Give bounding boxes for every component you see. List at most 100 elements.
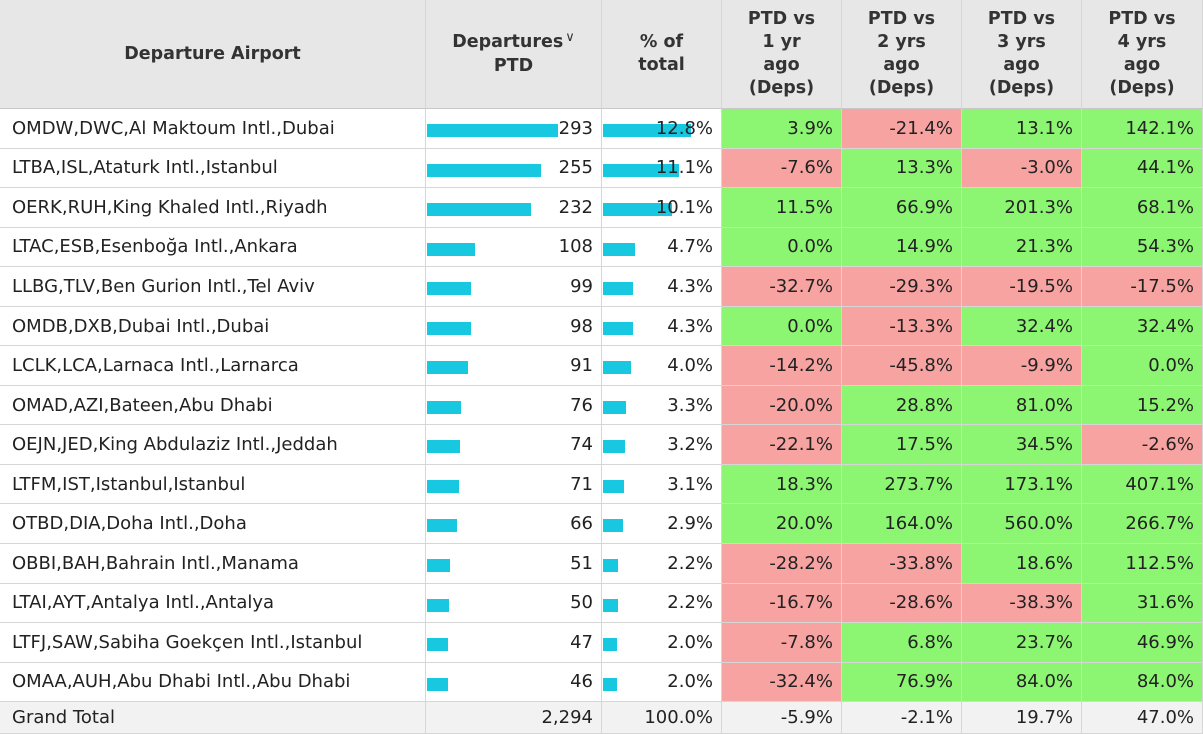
airport-cell[interactable]: LTBA,ISL,Ataturk Intl.,Istanbul (0, 148, 426, 189)
airport-cell[interactable]: OMDB,DXB,Dubai Intl.,Dubai (0, 306, 426, 347)
ptd-vs4-cell[interactable]: 407.1% (1082, 464, 1203, 505)
ptd-vs2-cell[interactable]: 76.9% (842, 662, 962, 703)
ptd-vs1-cell[interactable]: -28.2% (722, 544, 842, 584)
ptd-vs4-cell[interactable]: 68.1% (1082, 188, 1203, 228)
header-pct-total[interactable]: % of total (602, 0, 722, 109)
chevron-down-icon[interactable]: ∨ (565, 29, 575, 45)
departures-cell[interactable]: 76 (426, 385, 602, 426)
ptd-vs3-cell[interactable]: 13.1% (962, 109, 1082, 149)
ptd-vs3-cell[interactable]: 173.1% (962, 464, 1082, 505)
departures-cell[interactable]: 293 (426, 109, 602, 149)
ptd-vs2-cell[interactable]: -28.6% (842, 583, 962, 624)
grand-total-vs1-cell[interactable]: -5.9% (722, 702, 842, 734)
departures-cell[interactable]: 108 (426, 227, 602, 268)
ptd-vs1-cell[interactable]: -20.0% (722, 385, 842, 426)
pct-total-cell[interactable]: 2.0% (602, 623, 722, 663)
ptd-vs2-cell[interactable]: 164.0% (842, 504, 962, 545)
ptd-vs2-cell[interactable]: 273.7% (842, 464, 962, 505)
departures-cell[interactable]: 232 (426, 188, 602, 228)
header-departures-ptd[interactable]: Departures ∨ PTD (426, 0, 602, 109)
header-ptd-vs-1yr[interactable]: PTD vs 1 yr ago (Deps) (722, 0, 842, 109)
header-ptd-vs-3yrs[interactable]: PTD vs 3 yrs ago (Deps) (962, 0, 1082, 109)
header-ptd-vs-4yrs[interactable]: PTD vs 4 yrs ago (Deps) (1082, 0, 1203, 109)
pct-total-cell[interactable]: 4.3% (602, 306, 722, 347)
ptd-vs4-cell[interactable]: 46.9% (1082, 623, 1203, 663)
departures-cell[interactable]: 66 (426, 504, 602, 545)
pct-total-cell[interactable]: 2.0% (602, 662, 722, 703)
ptd-vs3-cell[interactable]: 34.5% (962, 425, 1082, 465)
ptd-vs2-cell[interactable]: -29.3% (842, 267, 962, 307)
grand-total-pct-cell[interactable]: 100.0% (602, 702, 722, 734)
ptd-vs4-cell[interactable]: 266.7% (1082, 504, 1203, 545)
airport-cell[interactable]: LTAI,AYT,Antalya Intl.,Antalya (0, 583, 426, 624)
ptd-vs3-cell[interactable]: 81.0% (962, 385, 1082, 426)
ptd-vs3-cell[interactable]: -3.0% (962, 148, 1082, 189)
pct-total-cell[interactable]: 3.2% (602, 425, 722, 465)
ptd-vs1-cell[interactable]: 20.0% (722, 504, 842, 545)
ptd-vs1-cell[interactable]: -14.2% (722, 346, 842, 386)
ptd-vs2-cell[interactable]: -13.3% (842, 306, 962, 347)
airport-cell[interactable]: OBBI,BAH,Bahrain Intl.,Manama (0, 544, 426, 584)
ptd-vs3-cell[interactable]: 23.7% (962, 623, 1082, 663)
pct-total-cell[interactable]: 2.9% (602, 504, 722, 545)
header-ptd-vs-2yrs[interactable]: PTD vs 2 yrs ago (Deps) (842, 0, 962, 109)
grand-total-vs2-cell[interactable]: -2.1% (842, 702, 962, 734)
ptd-vs1-cell[interactable]: 3.9% (722, 109, 842, 149)
airport-cell[interactable]: OMAD,AZI,Bateen,Abu Dhabi (0, 385, 426, 426)
ptd-vs4-cell[interactable]: 84.0% (1082, 662, 1203, 703)
ptd-vs3-cell[interactable]: 560.0% (962, 504, 1082, 545)
pct-total-cell[interactable]: 12.8% (602, 109, 722, 149)
ptd-vs2-cell[interactable]: 13.3% (842, 148, 962, 189)
airport-cell[interactable]: LCLK,LCA,Larnaca Intl.,Larnarca (0, 346, 426, 386)
pct-total-cell[interactable]: 4.7% (602, 227, 722, 268)
departures-cell[interactable]: 99 (426, 267, 602, 307)
ptd-vs1-cell[interactable]: 11.5% (722, 188, 842, 228)
ptd-vs3-cell[interactable]: 201.3% (962, 188, 1082, 228)
departures-cell[interactable]: 71 (426, 464, 602, 505)
departures-cell[interactable]: 46 (426, 662, 602, 703)
pct-total-cell[interactable]: 4.0% (602, 346, 722, 386)
ptd-vs1-cell[interactable]: 18.3% (722, 464, 842, 505)
grand-total-vs3-cell[interactable]: 19.7% (962, 702, 1082, 734)
ptd-vs4-cell[interactable]: 15.2% (1082, 385, 1203, 426)
departures-cell[interactable]: 98 (426, 306, 602, 347)
ptd-vs2-cell[interactable]: 66.9% (842, 188, 962, 228)
pct-total-cell[interactable]: 3.3% (602, 385, 722, 426)
airport-cell[interactable]: OEJN,JED,King Abdulaziz Intl.,Jeddah (0, 425, 426, 465)
grand-total-departures-cell[interactable]: 2,294 (426, 702, 602, 734)
ptd-vs4-cell[interactable]: 0.0% (1082, 346, 1203, 386)
airport-cell[interactable]: LLBG,TLV,Ben Gurion Intl.,Tel Aviv (0, 267, 426, 307)
ptd-vs1-cell[interactable]: 0.0% (722, 306, 842, 347)
airport-cell[interactable]: LTAC,ESB,Esenboğa Intl.,Ankara (0, 227, 426, 268)
grand-total-label-cell[interactable]: Grand Total (0, 702, 426, 734)
ptd-vs4-cell[interactable]: 54.3% (1082, 227, 1203, 268)
ptd-vs2-cell[interactable]: -21.4% (842, 109, 962, 149)
ptd-vs2-cell[interactable]: -45.8% (842, 346, 962, 386)
departures-cell[interactable]: 51 (426, 544, 602, 584)
pct-total-cell[interactable]: 10.1% (602, 188, 722, 228)
departures-cell[interactable]: 91 (426, 346, 602, 386)
ptd-vs1-cell[interactable]: 0.0% (722, 227, 842, 268)
ptd-vs1-cell[interactable]: -7.8% (722, 623, 842, 663)
pct-total-cell[interactable]: 3.1% (602, 464, 722, 505)
airport-cell[interactable]: LTFM,IST,Istanbul,Istanbul (0, 464, 426, 505)
ptd-vs2-cell[interactable]: 28.8% (842, 385, 962, 426)
ptd-vs4-cell[interactable]: -17.5% (1082, 267, 1203, 307)
header-departure-airport[interactable]: Departure Airport (0, 0, 426, 109)
ptd-vs3-cell[interactable]: -38.3% (962, 583, 1082, 624)
ptd-vs4-cell[interactable]: 142.1% (1082, 109, 1203, 149)
airport-cell[interactable]: OMDW,DWC,Al Maktoum Intl.,Dubai (0, 109, 426, 149)
ptd-vs4-cell[interactable]: 31.6% (1082, 583, 1203, 624)
ptd-vs4-cell[interactable]: 44.1% (1082, 148, 1203, 189)
ptd-vs1-cell[interactable]: -16.7% (722, 583, 842, 624)
ptd-vs1-cell[interactable]: -22.1% (722, 425, 842, 465)
ptd-vs4-cell[interactable]: -2.6% (1082, 425, 1203, 465)
ptd-vs1-cell[interactable]: -32.7% (722, 267, 842, 307)
ptd-vs3-cell[interactable]: 18.6% (962, 544, 1082, 584)
ptd-vs3-cell[interactable]: 32.4% (962, 306, 1082, 347)
ptd-vs3-cell[interactable]: -9.9% (962, 346, 1082, 386)
ptd-vs1-cell[interactable]: -7.6% (722, 148, 842, 189)
ptd-vs4-cell[interactable]: 112.5% (1082, 544, 1203, 584)
ptd-vs2-cell[interactable]: 14.9% (842, 227, 962, 268)
ptd-vs1-cell[interactable]: -32.4% (722, 662, 842, 703)
